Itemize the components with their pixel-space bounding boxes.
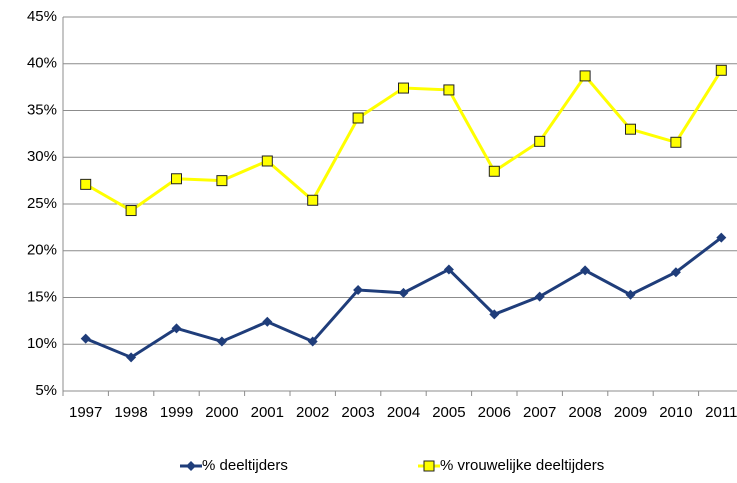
data-point xyxy=(216,175,228,187)
legend-label: % deeltijders xyxy=(202,457,288,474)
y-tick-label: 35% xyxy=(27,101,57,118)
data-point xyxy=(80,333,91,344)
legend-marker xyxy=(423,460,435,472)
y-tick-label: 45% xyxy=(27,8,57,25)
y-tick-label: 30% xyxy=(27,148,57,165)
data-point xyxy=(534,135,546,147)
x-tick-label: 1997 xyxy=(69,404,102,421)
x-tick-label: 2001 xyxy=(251,404,284,421)
data-point xyxy=(353,285,364,296)
data-point xyxy=(352,112,364,124)
data-point xyxy=(670,136,682,148)
data-point xyxy=(580,265,591,276)
y-tick-label: 10% xyxy=(27,335,57,352)
x-tick-label: 2000 xyxy=(205,404,238,421)
x-tick-label: 2010 xyxy=(659,404,692,421)
y-tick-label: 40% xyxy=(27,55,57,72)
x-tick-label: 1999 xyxy=(160,404,193,421)
data-point xyxy=(715,64,727,76)
y-tick-label: 5% xyxy=(35,382,57,399)
data-point xyxy=(398,287,409,298)
legend-marker xyxy=(186,461,196,471)
data-point xyxy=(126,352,137,363)
data-point xyxy=(443,264,454,275)
x-tick-label: 1998 xyxy=(114,404,147,421)
data-point xyxy=(625,123,636,135)
x-tick-label: 2002 xyxy=(296,404,329,421)
data-point xyxy=(307,336,318,347)
x-tick-label: 2003 xyxy=(341,404,374,421)
x-tick-label: 2009 xyxy=(614,404,647,421)
data-point xyxy=(443,84,455,96)
x-tick-label: 2008 xyxy=(568,404,601,421)
data-point xyxy=(625,289,636,300)
legend-label: % vrouwelijke deeltijders xyxy=(440,457,604,474)
data-point xyxy=(716,232,727,243)
data-point xyxy=(307,194,319,206)
y-tick-label: 25% xyxy=(27,195,57,212)
data-point xyxy=(534,291,545,302)
data-point xyxy=(579,70,591,82)
data-point xyxy=(488,165,500,177)
y-tick-label: 20% xyxy=(27,242,57,259)
data-point xyxy=(261,155,273,167)
data-point xyxy=(171,173,182,185)
data-point xyxy=(489,309,500,320)
x-tick-label: 2011 xyxy=(705,404,737,421)
data-point xyxy=(216,336,227,347)
data-point xyxy=(262,316,273,327)
data-point xyxy=(670,267,681,278)
x-tick-label: 2007 xyxy=(523,404,556,421)
x-tick-label: 2005 xyxy=(432,404,465,421)
x-tick-label: 2006 xyxy=(478,404,511,421)
data-point xyxy=(398,82,409,94)
y-tick-label: 15% xyxy=(27,288,57,305)
data-point xyxy=(125,205,137,217)
data-point xyxy=(171,323,182,334)
x-tick-label: 2004 xyxy=(387,404,420,421)
data-point xyxy=(80,178,92,190)
